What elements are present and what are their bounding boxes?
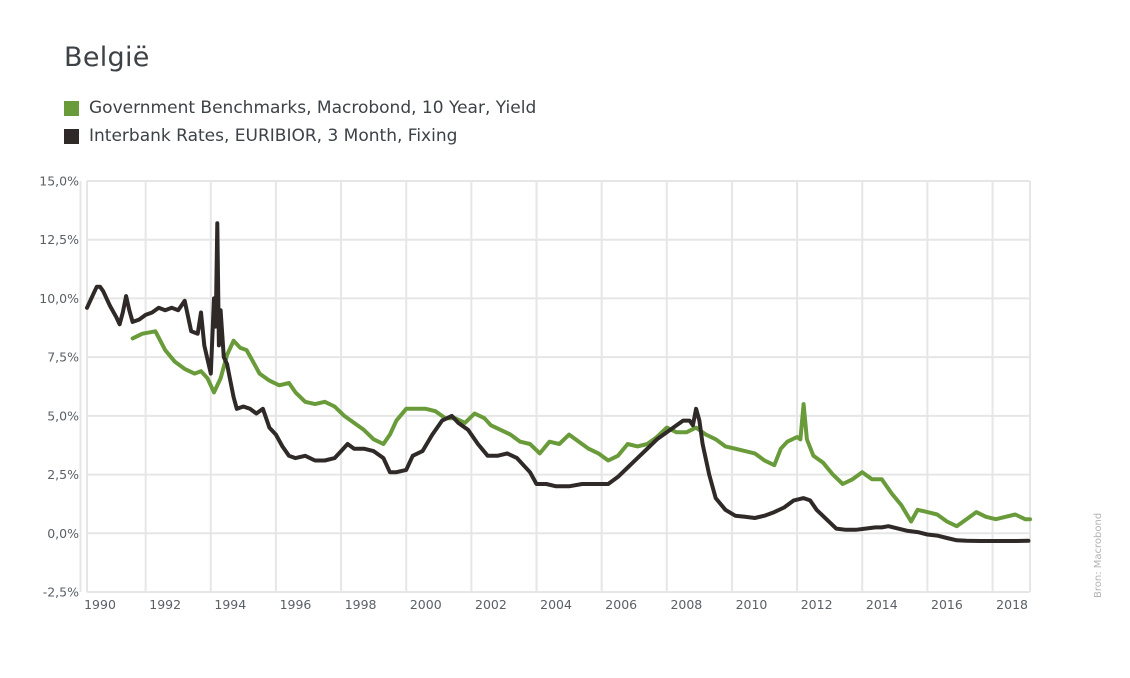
x-tick-label: 1998 xyxy=(345,597,377,612)
y-tick-label: 5,0% xyxy=(47,408,79,423)
legend-item-government: Government Benchmarks, Macrobond, 10 Yea… xyxy=(64,94,536,122)
y-tick-label: 7,5% xyxy=(47,350,79,365)
chart-title: België xyxy=(64,42,150,73)
x-tick-label: 2014 xyxy=(866,597,898,612)
y-tick-label: 0,0% xyxy=(47,526,79,541)
x-tick-label: 1992 xyxy=(149,597,181,612)
source-note: Bron: Macrobond xyxy=(1093,512,1104,598)
legend-swatch-government xyxy=(64,100,79,116)
chart-legend: Government Benchmarks, Macrobond, 10 Yea… xyxy=(64,94,536,150)
y-tick-label: 10,0% xyxy=(39,291,79,306)
x-tick-label: 2010 xyxy=(736,597,768,612)
x-tick-label: 2000 xyxy=(410,597,442,612)
x-tick-label: 2008 xyxy=(670,597,702,612)
legend-label-government: Government Benchmarks, Macrobond, 10 Yea… xyxy=(89,98,537,118)
x-tick-label: 2002 xyxy=(475,597,507,612)
x-tick-label: 2016 xyxy=(931,597,963,612)
x-tick-label: 2012 xyxy=(801,597,833,612)
x-tick-label: 2006 xyxy=(605,597,637,612)
series-line-interbank xyxy=(85,221,1031,543)
series-line-government xyxy=(130,329,1032,529)
x-tick-label: 1990 xyxy=(84,597,116,612)
y-tick-label: 15,0% xyxy=(39,174,79,189)
x-tick-label: 2018 xyxy=(996,597,1028,612)
x-tick-label: 1994 xyxy=(214,597,246,612)
y-tick-label: 12,5% xyxy=(39,232,79,247)
legend-label-interbank: Interbank Rates, EURIBIOR, 3 Month, Fixi… xyxy=(89,126,458,146)
legend-item-interbank: Interbank Rates, EURIBIOR, 3 Month, Fixi… xyxy=(64,122,536,150)
legend-swatch-interbank xyxy=(64,128,79,144)
y-tick-label: -2,5% xyxy=(43,585,79,600)
x-tick-label: 1996 xyxy=(280,597,312,612)
x-tick-label: 2004 xyxy=(540,597,572,612)
y-tick-label: 2,5% xyxy=(47,467,79,482)
